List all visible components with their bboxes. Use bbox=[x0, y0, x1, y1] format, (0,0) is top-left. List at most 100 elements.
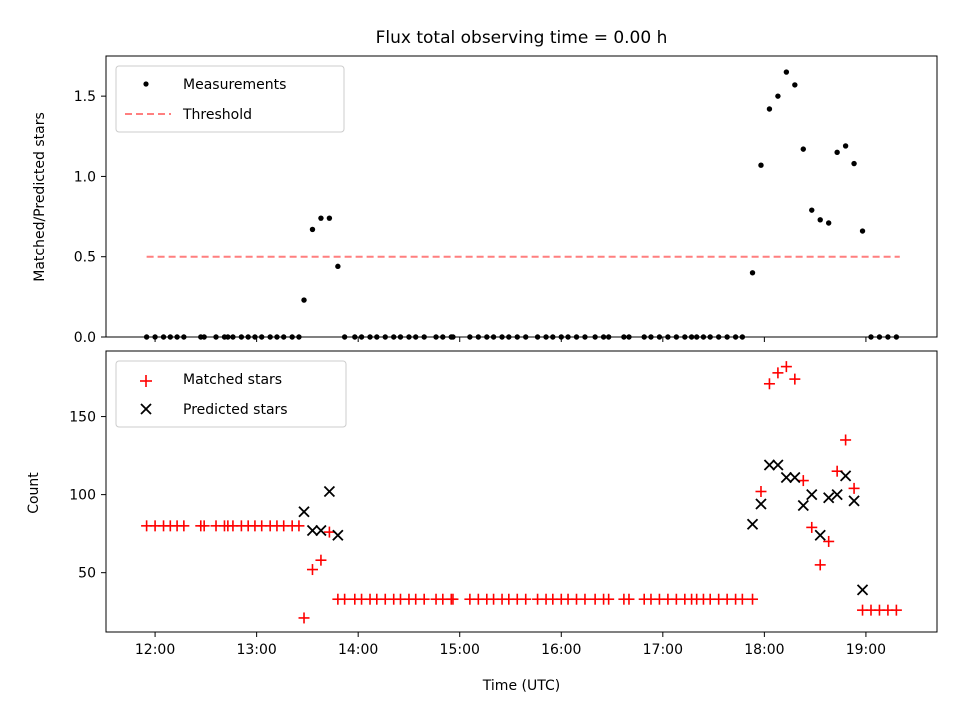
matched-stars-point bbox=[789, 373, 801, 385]
matched-stars-point bbox=[315, 554, 327, 566]
legend-label-predicted: Predicted stars bbox=[183, 402, 288, 418]
measurement-point bbox=[825, 220, 832, 226]
matched-stars-point bbox=[747, 593, 759, 605]
x-tick-label: 17:00 bbox=[643, 642, 683, 658]
chart-title: Flux total observing time = 0.00 h bbox=[376, 28, 668, 48]
matched-stars-point bbox=[293, 520, 305, 532]
measurement-point bbox=[859, 228, 866, 234]
x-tick-label: 19:00 bbox=[846, 642, 886, 658]
predicted-stars-point bbox=[323, 485, 336, 498]
predicted-stars-point bbox=[746, 518, 759, 530]
y-tick-label: 50 bbox=[78, 566, 96, 582]
predicted-stars-point bbox=[780, 471, 793, 484]
matched-stars-point bbox=[797, 475, 809, 487]
legend-x-icon bbox=[140, 403, 152, 415]
measurement-point bbox=[817, 217, 823, 223]
x-tick-label: 13:00 bbox=[236, 642, 276, 658]
matched-stars-point bbox=[323, 526, 335, 538]
predicted-stars-point bbox=[763, 459, 776, 471]
predicted-stars-point bbox=[839, 470, 852, 482]
predicted-stars-point bbox=[806, 488, 818, 501]
legend-label-matched: Matched stars bbox=[183, 372, 282, 388]
ratio-ticks: 0.0 0.5 1.0 1.5 bbox=[74, 89, 867, 346]
matched-stars-point bbox=[780, 361, 792, 373]
matched-stars-point bbox=[298, 612, 310, 624]
predicted-stars-point bbox=[315, 524, 327, 537]
matched-stars-point bbox=[848, 482, 860, 494]
measurement-point bbox=[318, 215, 324, 221]
matched-stars-point bbox=[603, 593, 615, 605]
count-ticks: 12:00 13:00 14:00 15:00 16:00 17:00 18:00 19:00… bbox=[69, 410, 886, 658]
measurement-point bbox=[335, 263, 341, 270]
predicted-stars-point bbox=[298, 506, 310, 518]
predicted-stars-point bbox=[755, 498, 767, 510]
matched-stars-point bbox=[755, 486, 767, 497]
y-tick-label: 0.5 bbox=[74, 250, 96, 266]
legend-plus-icon bbox=[140, 375, 152, 387]
matched-stars-point bbox=[840, 434, 852, 446]
measurement-point bbox=[749, 270, 756, 276]
measurement-point bbox=[766, 106, 773, 112]
x-tick-label: 16:00 bbox=[541, 642, 581, 658]
ratio-plot-frame bbox=[105, 55, 938, 338]
x-axis-label: Time (UTC) bbox=[482, 678, 560, 694]
x-tick-label: 15:00 bbox=[440, 642, 480, 658]
measurement-point bbox=[783, 69, 790, 75]
measurement-point bbox=[800, 146, 806, 152]
matched-stars-point bbox=[198, 520, 210, 532]
predicted-stars-point bbox=[332, 529, 344, 541]
predicted-stars-point bbox=[772, 459, 784, 471]
matched-stars-point bbox=[339, 593, 351, 605]
measurement-point bbox=[792, 82, 798, 88]
matched-stars-point bbox=[579, 593, 591, 605]
legend-label-measurements: Measurements bbox=[183, 77, 286, 93]
matched-stars-point bbox=[623, 593, 635, 605]
predicted-stars-point bbox=[823, 492, 835, 504]
count-legend: Matched stars Predicted stars bbox=[115, 360, 347, 428]
measurement-point bbox=[842, 143, 849, 149]
matched-stars-point bbox=[890, 604, 902, 616]
measurement-point bbox=[326, 215, 333, 221]
matched-stars-point bbox=[178, 520, 190, 532]
legend-box bbox=[115, 65, 345, 133]
measurement-point bbox=[301, 297, 307, 303]
measurement-point bbox=[758, 162, 764, 168]
predicted-stars-point bbox=[814, 529, 826, 541]
matched-stars-point bbox=[520, 593, 532, 605]
predicted-stars-point bbox=[831, 488, 843, 501]
count-marks bbox=[141, 361, 902, 624]
y-tick-label: 100 bbox=[69, 488, 96, 504]
matched-stars-point bbox=[418, 593, 430, 605]
measurement-point bbox=[309, 226, 316, 233]
predicted-stars-point bbox=[797, 499, 809, 512]
predicted-stars-point bbox=[856, 584, 869, 596]
predicted-stars-point bbox=[848, 495, 860, 507]
ratio-legend: Measurements Threshold bbox=[115, 65, 345, 133]
matched-stars-point bbox=[736, 593, 748, 605]
measurement-point bbox=[809, 207, 815, 213]
matched-stars-point bbox=[823, 535, 835, 547]
matched-stars-point bbox=[806, 521, 818, 533]
count-plot-frame bbox=[105, 350, 938, 633]
matched-stars-point bbox=[306, 564, 318, 576]
y-tick-label: 0.0 bbox=[74, 330, 96, 346]
y-tick-label: 1.5 bbox=[74, 89, 96, 105]
y-tick-label: 150 bbox=[69, 410, 96, 426]
x-tick-label: 18:00 bbox=[744, 642, 784, 658]
x-tick-label: 14:00 bbox=[338, 642, 378, 658]
y-axis-label-ratio: Matched/Predicted stars bbox=[32, 112, 48, 282]
legend-dot-icon bbox=[143, 81, 149, 87]
matched-stars-point bbox=[772, 367, 784, 379]
measurement-point bbox=[834, 149, 840, 156]
count-panel: Count Time (UTC) 12:00 13:00 14:00 15:00 16:… bbox=[26, 350, 938, 694]
ratio-panel: Flux total observing time = 0.00 h Match… bbox=[32, 28, 938, 346]
legend-label-threshold: Threshold bbox=[182, 107, 252, 123]
predicted-stars-point bbox=[306, 524, 319, 537]
measurement-point bbox=[775, 93, 781, 99]
y-tick-label: 1.0 bbox=[74, 169, 96, 185]
matched-stars-point bbox=[447, 593, 459, 605]
matched-stars-point bbox=[763, 378, 775, 390]
measurement-point bbox=[851, 160, 857, 167]
x-tick-label: 12:00 bbox=[135, 642, 175, 658]
